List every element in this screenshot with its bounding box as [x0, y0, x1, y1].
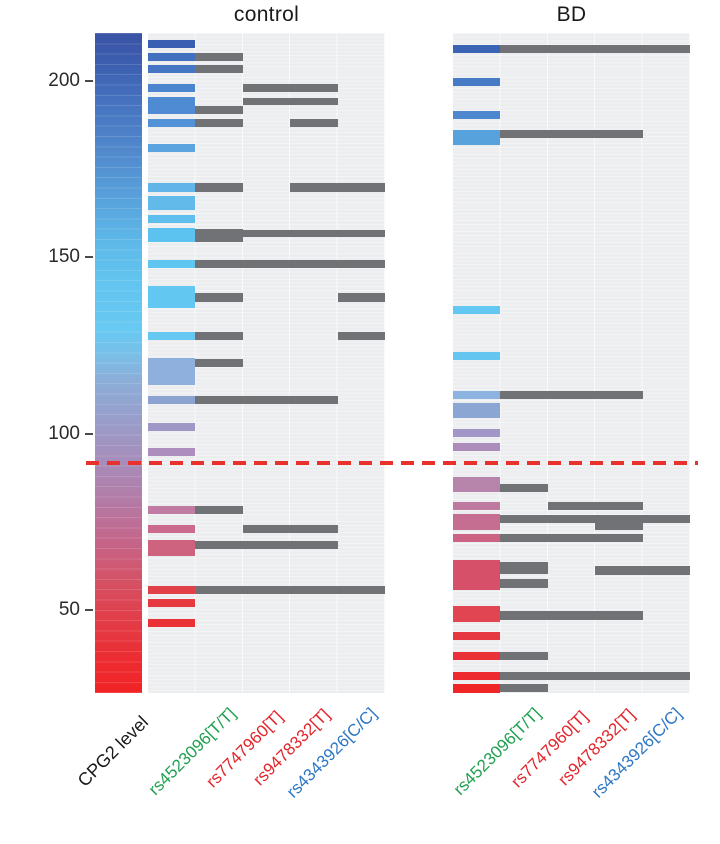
genotype-bar: [195, 260, 385, 268]
level-bar: [148, 260, 196, 268]
level-bar: [148, 423, 196, 431]
level-bar: [453, 403, 501, 418]
genotype-bar: [337, 332, 385, 340]
ytick-100: 100: [48, 423, 80, 444]
ytick-mark-100: [85, 433, 93, 435]
level-bar: [148, 525, 196, 533]
level-bar: [453, 443, 501, 451]
genotype-bar: [290, 183, 385, 192]
level-bar: [148, 144, 196, 152]
level-bar: [148, 65, 196, 73]
level-bar: [148, 40, 196, 48]
xlabel-bd-rs4523096: rs4523096[T/T]: [449, 704, 545, 799]
ytick-200: 200: [48, 70, 80, 91]
genotype-bar: [500, 130, 643, 138]
genotype-bar: [500, 684, 548, 692]
colorbar-banding: [95, 33, 142, 693]
level-bar: [453, 429, 501, 437]
genotype-bar: [500, 562, 548, 574]
xlabel-control-rs4523096: rs4523096[T/T]: [144, 704, 240, 799]
level-bar: [453, 514, 501, 530]
genotype-bar: [195, 586, 385, 594]
level-bar: [148, 97, 196, 114]
level-bar: [453, 502, 501, 510]
level-bar: [453, 534, 501, 542]
cpg2-level-colorbar: [95, 33, 142, 693]
level-bar: [148, 53, 196, 61]
ytick-mark-50: [85, 609, 93, 611]
genotype-bar: [195, 293, 243, 302]
level-bar: [453, 78, 501, 86]
level-bar: [148, 506, 196, 514]
level-bar: [148, 286, 196, 308]
level-bar: [148, 183, 196, 192]
genotype-bar: [195, 506, 243, 514]
panel-control: [148, 33, 385, 693]
genotype-bar: [500, 391, 643, 399]
level-bar: [453, 684, 501, 693]
genotype-bar: [500, 484, 548, 492]
genotype-bar: [195, 541, 338, 549]
level-bar: [148, 619, 196, 627]
genotype-bar: [242, 84, 338, 92]
genotype-bar: [500, 672, 690, 680]
level-bar: [148, 396, 196, 404]
genotype-bar: [500, 534, 643, 542]
genotype-bar: [195, 65, 243, 73]
genotype-bar: [595, 518, 643, 530]
genotype-bar: [195, 106, 243, 114]
level-bar: [453, 560, 501, 590]
level-bar: [148, 586, 196, 594]
genotype-bar: [500, 579, 548, 588]
genotype-bar: [195, 119, 243, 127]
genotype-bar: [195, 359, 243, 367]
genotype-bar: [242, 98, 338, 105]
level-bar: [148, 448, 196, 456]
panel-bd: [453, 33, 690, 693]
level-bar: [453, 606, 501, 622]
bd-panel-title: BD: [556, 3, 587, 26]
genotype-bar: [195, 183, 243, 192]
genotype-bar: [195, 53, 243, 61]
genotype-bar: [547, 502, 643, 510]
level-bar: [148, 599, 196, 607]
level-bar: [453, 672, 501, 680]
level-bar: [148, 540, 196, 556]
level-bar: [453, 130, 501, 145]
level-bar: [453, 45, 501, 53]
genotype-bar: [500, 611, 643, 620]
level-bar: [148, 228, 196, 242]
genotype-bar: [337, 293, 385, 302]
level-bar: [148, 119, 196, 127]
xlabel-cpg2-level: CPG2 level: [73, 712, 153, 791]
genotype-bar: [595, 566, 690, 575]
ytick-mark-150: [85, 256, 93, 258]
threshold-dashed-line: [86, 461, 698, 465]
level-bar: [453, 477, 501, 492]
genotype-bar: [500, 652, 548, 660]
ytick-150: 150: [48, 246, 80, 267]
genotype-bar: [195, 396, 338, 404]
level-bar: [148, 332, 196, 340]
level-bar: [453, 632, 501, 640]
genotype-bar: [195, 229, 243, 242]
ytick-50: 50: [58, 599, 80, 620]
level-bar: [453, 306, 501, 314]
genotype-bar: [242, 525, 338, 533]
genotype-bar: [242, 230, 385, 237]
level-bar: [148, 196, 196, 210]
genotype-bar: [195, 332, 243, 340]
level-bar: [148, 84, 196, 92]
level-bar: [453, 391, 501, 399]
genotype-bar: [290, 119, 338, 127]
genotype-bar: [500, 45, 690, 53]
level-bar: [453, 652, 501, 660]
ytick-mark-200: [85, 80, 93, 82]
level-bar: [453, 352, 501, 360]
level-bar: [148, 358, 196, 385]
control-panel-title: control: [233, 3, 300, 26]
level-bar: [148, 215, 196, 223]
level-bar: [453, 111, 501, 119]
